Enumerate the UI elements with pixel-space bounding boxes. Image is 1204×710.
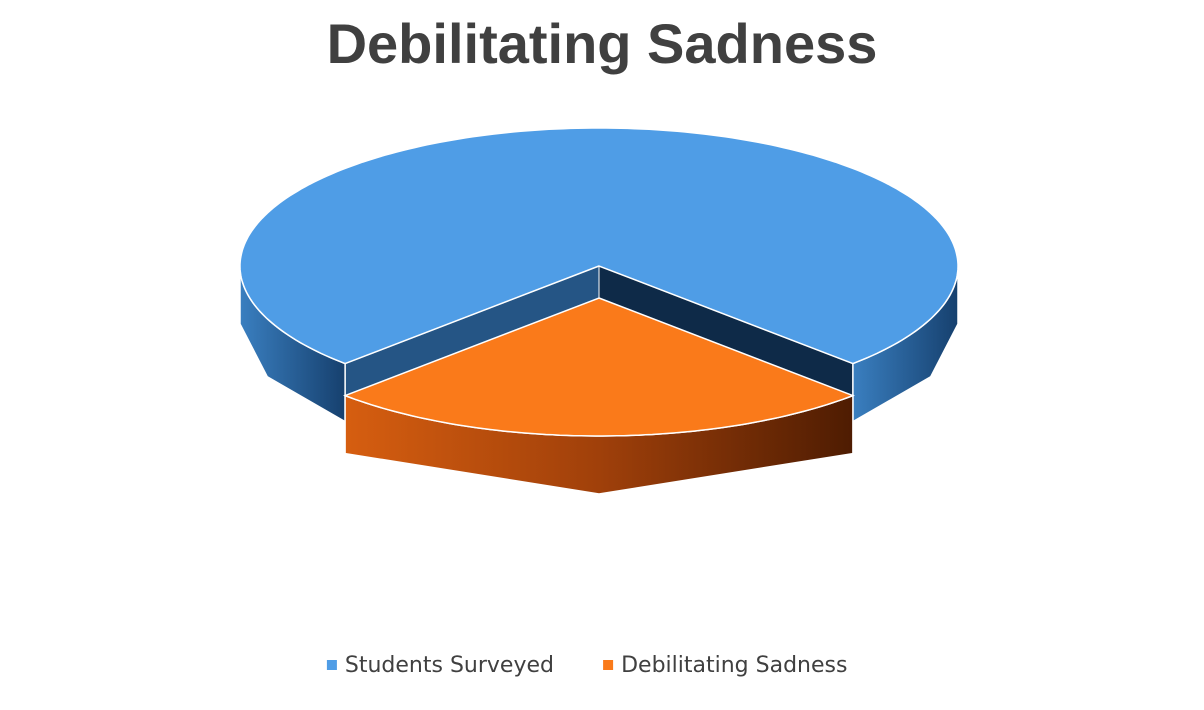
legend-swatch <box>326 660 337 670</box>
pie <box>239 127 959 495</box>
slice <box>239 127 959 365</box>
chart-title: Debilitating Sadness <box>327 12 878 75</box>
legend-label: Debilitating Sadness <box>621 653 847 678</box>
slice <box>342 297 856 437</box>
legend: Students Surveyed Debilitating Sadness <box>326 653 847 678</box>
legend-swatch <box>603 660 614 670</box>
legend-label: Students Surveyed <box>345 653 554 678</box>
